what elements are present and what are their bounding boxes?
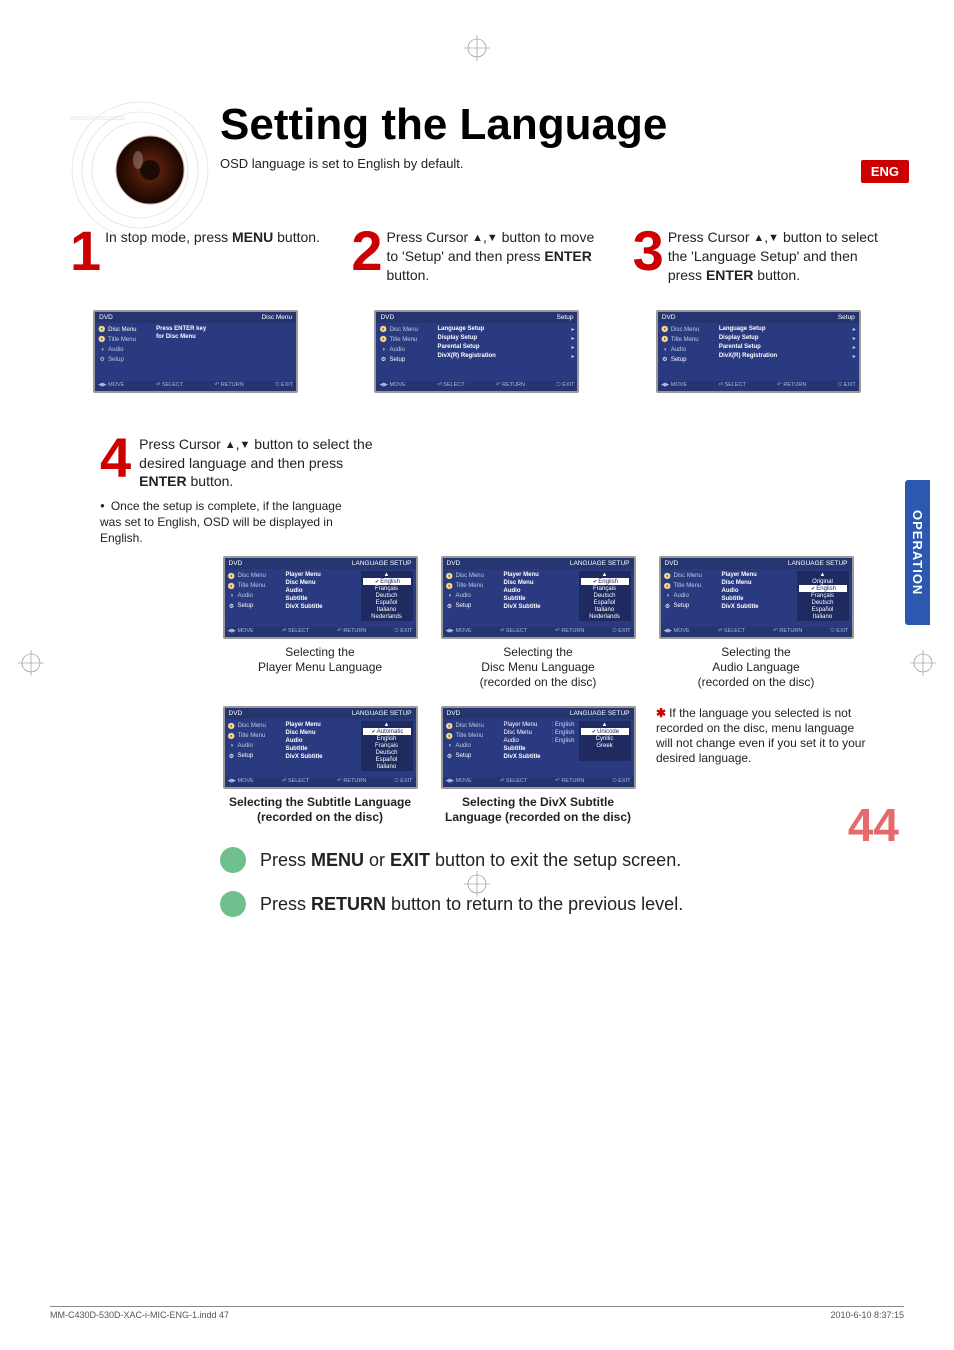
step-text: Press Cursor ▲,▼ button to select the 'L… [668, 226, 884, 285]
note-text: Once the setup is complete, if the langu… [100, 499, 350, 546]
footer-text: Press MENU or EXIT button to exit the se… [260, 850, 681, 871]
osd-lang-player: DVDLANGUAGE SETUP 📀Disc Menu📀Title Menu◑… [223, 556, 418, 639]
step-text: Press Cursor ▲,▼ button to move to 'Setu… [386, 226, 602, 285]
speaker-icon: 01010101010101010101 [40, 100, 210, 270]
bullet-icon [220, 847, 246, 873]
page: 01010101010101010101 Setting the Languag… [0, 0, 954, 957]
language-grid: DVDLANGUAGE SETUP 📀Disc Menu📀Title Menu◑… [220, 556, 860, 825]
osd-screenshot-1: DVDDisc Menu 📀Disc Menu📀Title Menu◑Audio… [93, 310, 298, 393]
page-subtitle: OSD language is set to English by defaul… [220, 156, 884, 171]
step-2: 2 Press Cursor ▲,▼ button to move to 'Se… [351, 226, 602, 285]
lang-cell-divx: DVDLANGUAGE SETUP 📀Disc Menu📀Title Menu◑… [438, 706, 638, 825]
page-title: Setting the Language [220, 100, 667, 150]
step-number: 3 [633, 226, 664, 285]
print-footer-right: 2010-6-10 8:37:15 [830, 1310, 904, 1320]
osd-lang-divx: DVDLANGUAGE SETUP 📀Disc Menu📀Title Menu◑… [441, 706, 636, 789]
section-tab: OPERATION [905, 480, 930, 625]
lang-cell-disc: DVDLANGUAGE SETUP 📀Disc Menu📀Title Menu◑… [438, 556, 638, 690]
osd-lang-audio: DVDLANGUAGE SETUP 📀Disc Menu📀Title Menu◑… [659, 556, 854, 639]
step-number: 4 [100, 433, 131, 492]
crop-mark-icon [910, 650, 936, 676]
crop-mark-icon [464, 871, 490, 897]
osd-row-1: DVDDisc Menu 📀Disc Menu📀Title Menu◑Audio… [70, 310, 884, 393]
osd-screenshot-2: DVDSetup 📀Disc Menu📀Title Menu◑Audio⚙Set… [374, 310, 579, 393]
language-badge: ENG [861, 160, 909, 183]
star-note-cell: ✱If the language you selected is not rec… [656, 706, 856, 825]
lang-cell-player: DVDLANGUAGE SETUP 📀Disc Menu📀Title Menu◑… [220, 556, 420, 690]
caption: Selecting thePlayer Menu Language [220, 645, 420, 675]
caption: Selecting the Subtitle Language(recorded… [220, 795, 420, 825]
star-note: ✱If the language you selected is not rec… [656, 706, 866, 766]
step-3: 3 Press Cursor ▲,▼ button to select the … [633, 226, 884, 285]
svg-text:01010101010101010101: 01010101010101010101 [70, 116, 126, 122]
footer-hint-2: Press RETURN button to return to the pre… [220, 891, 884, 917]
osd-lang-disc: DVDLANGUAGE SETUP 📀Disc Menu📀Title Menu◑… [441, 556, 636, 639]
lang-cell-subtitle: DVDLANGUAGE SETUP 📀Disc Menu📀Title Menu◑… [220, 706, 420, 825]
step-4: 4 Press Cursor ▲,▼ button to select the … [100, 433, 380, 492]
caption: Selecting theDisc Menu Language(recorded… [438, 645, 638, 690]
osd-lang-subtitle: DVDLANGUAGE SETUP 📀Disc Menu📀Title Menu◑… [223, 706, 418, 789]
print-footer: MM-C430D-530D-XAC-i-MIC-ENG-1.indd 47 20… [50, 1306, 904, 1320]
footer-hint-1: Press MENU or EXIT button to exit the se… [220, 847, 884, 873]
page-number: 44 [848, 798, 899, 852]
print-footer-left: MM-C430D-530D-XAC-i-MIC-ENG-1.indd 47 [50, 1310, 229, 1320]
crop-mark-icon [18, 650, 44, 676]
caption: Selecting theAudio Language(recorded on … [656, 645, 856, 690]
bullet-icon [220, 891, 246, 917]
lang-cell-audio: DVDLANGUAGE SETUP 📀Disc Menu📀Title Menu◑… [656, 556, 856, 690]
caption: Selecting the DivX SubtitleLanguage (rec… [438, 795, 638, 825]
step-text: Press Cursor ▲,▼ button to select the de… [139, 433, 380, 492]
crop-mark-icon [464, 35, 490, 61]
step-number: 2 [351, 226, 382, 285]
osd-screenshot-3: DVDSetup 📀Disc Menu📀Title Menu◑Audio⚙Set… [656, 310, 861, 393]
